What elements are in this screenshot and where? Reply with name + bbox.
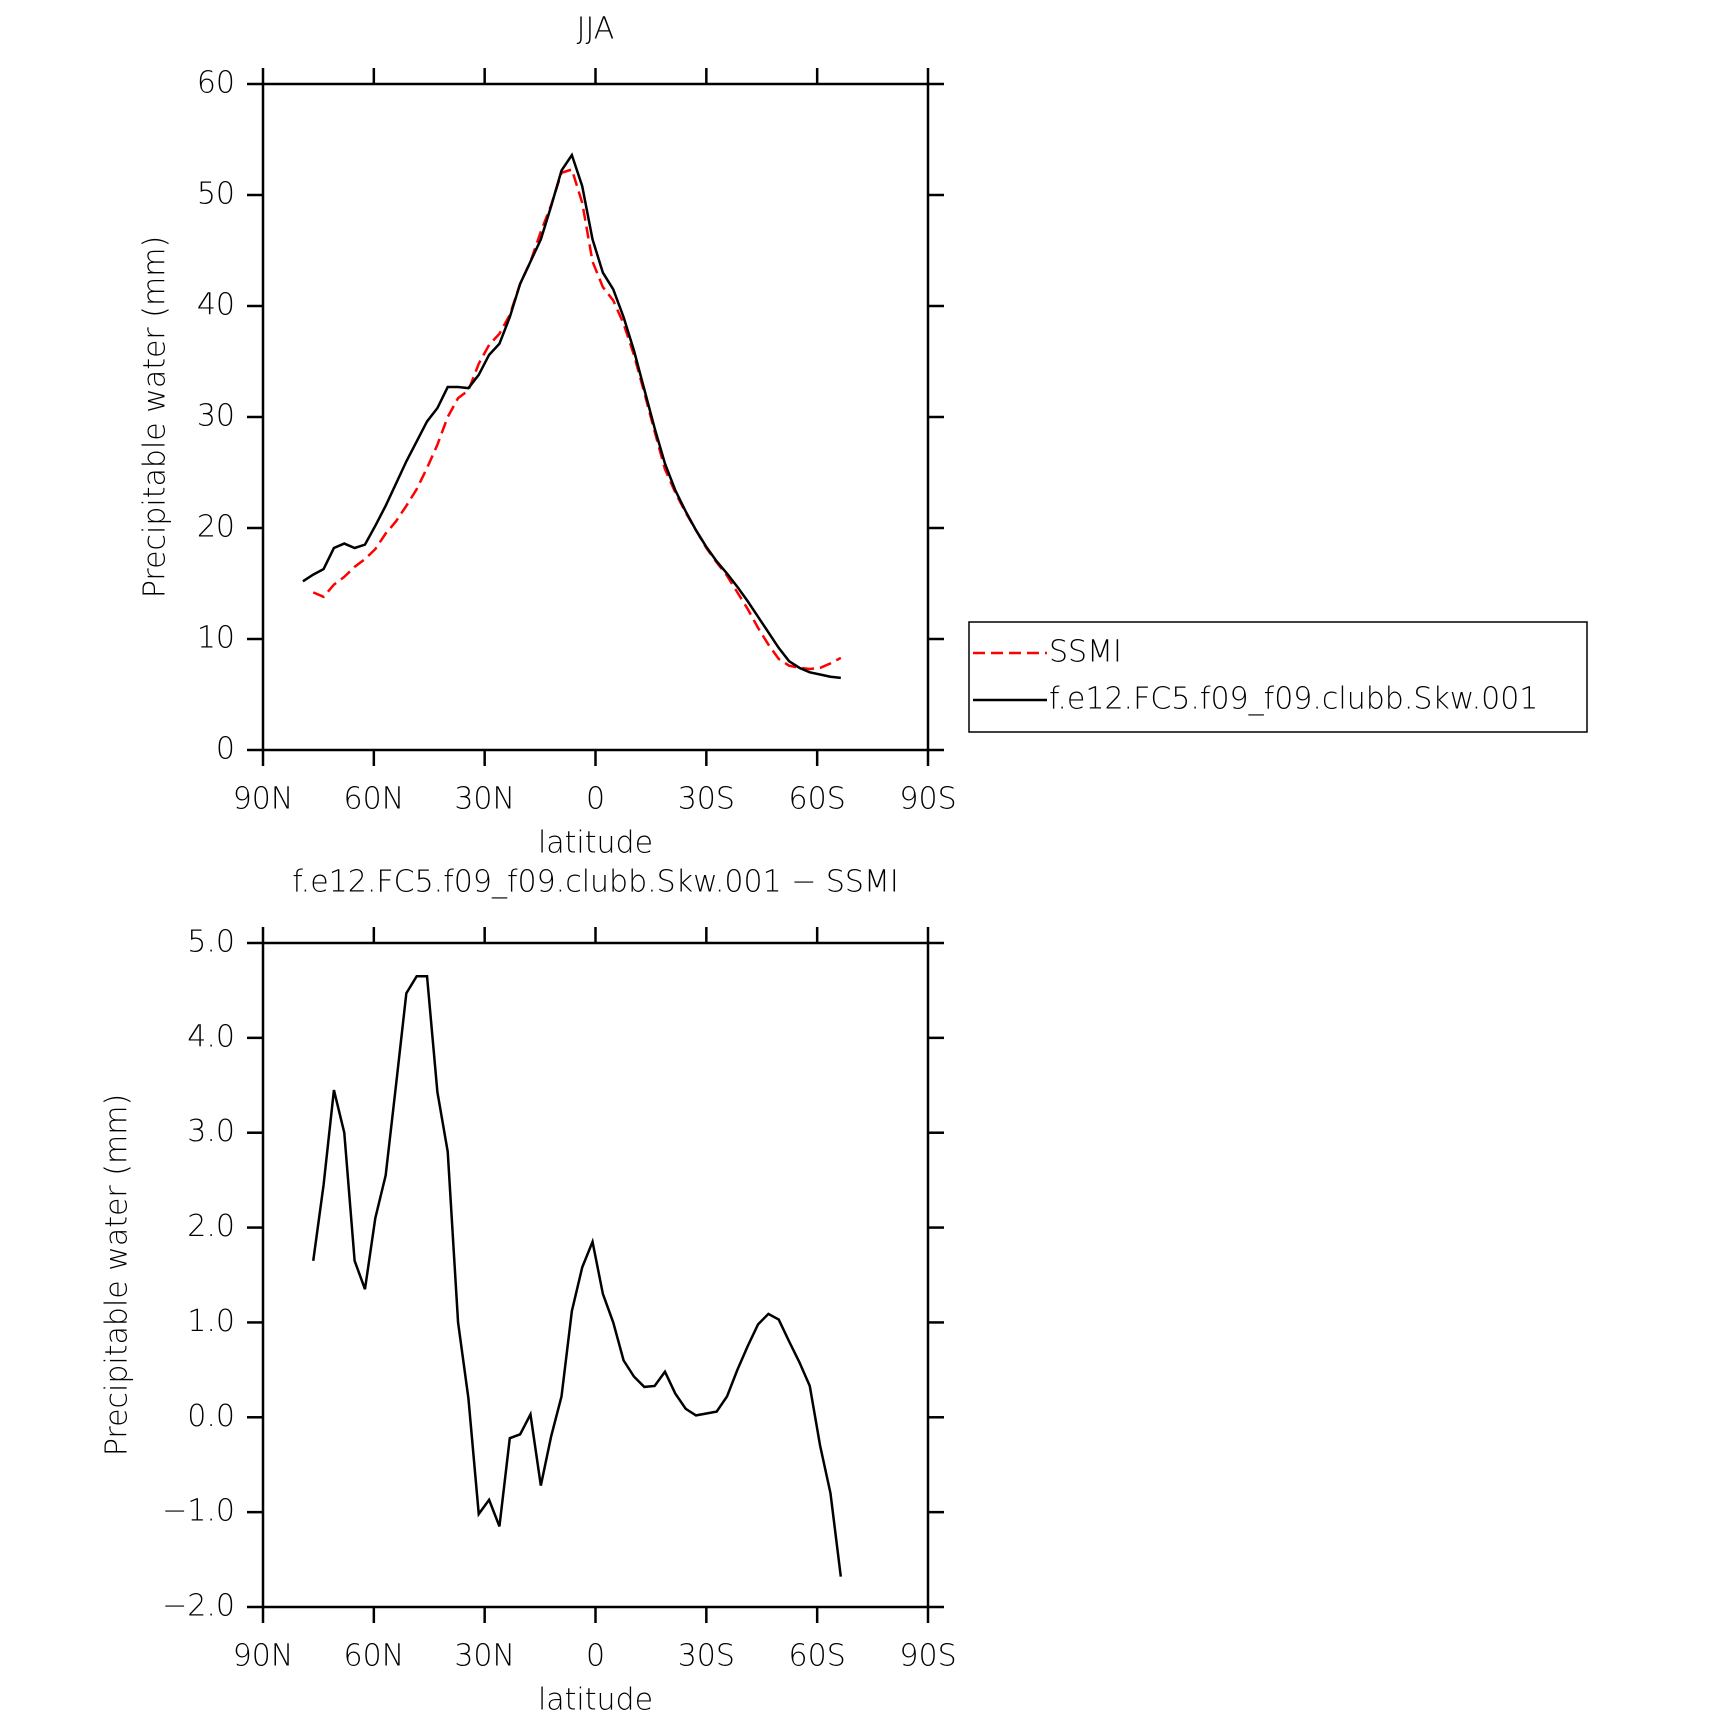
data-line [302,152,841,680]
y-tick-label: 5.0 [187,925,235,960]
y-tick-label: 30 [197,399,235,434]
x-axis-label: latitude [538,1683,653,1718]
x-axis-label: latitude [538,826,653,861]
y-tick-label: −2.0 [162,1589,235,1624]
plot-frame [261,82,930,752]
y-tick-label: 4.0 [187,1019,235,1054]
x-tick-label: 90N [233,1639,294,1674]
x-tick-label: 30S [678,1639,735,1674]
x-tick-label: 90S [899,782,956,817]
panel: JJA latitude Precipitable water (mm) 0 10 20 3… [138,12,1588,861]
plot-frame [261,941,930,1609]
y-tick-label: 1.0 [187,1304,235,1339]
y-axis-label: Precipitable water (mm) [100,1094,135,1456]
y-tick-label: 3.0 [187,1114,235,1149]
x-tick-label: 0 [586,782,605,817]
chart-title: JJA [577,12,615,47]
legend-label: SSMI [1049,635,1122,670]
y-tick-label: 10 [197,621,235,656]
x-tick-label: 30S [678,782,735,817]
y-axis-label: Precipitable water (mm) [138,236,173,598]
data-line [312,974,843,1577]
legend-box [968,621,1588,733]
y-tick-label: −1.0 [162,1494,235,1529]
chart-title: f.e12.FC5.f09_f09.clubb.Skw.001 − SSMI [292,865,898,900]
x-tick-label: 30N [454,1639,515,1674]
x-tick-label: 60S [789,1639,846,1674]
y-tick-label: 2.0 [187,1209,235,1244]
panel: f.e12.FC5.f09_f09.clubb.Skw.001 − SSMI la… [100,865,957,1718]
y-tick-label: 60 [197,66,235,101]
x-tick-label: 90S [899,1639,956,1674]
data-line [312,167,842,671]
x-tick-label: 0 [586,1639,605,1674]
y-tick-label: 0.0 [187,1399,235,1434]
y-tick-label: 50 [197,177,235,212]
x-tick-label: 30N [454,782,515,817]
y-tick-label: 40 [197,288,235,323]
y-tick-label: 0 [216,732,235,767]
x-tick-label: 60N [344,1639,405,1674]
x-tick-label: 90N [233,782,294,817]
x-tick-label: 60N [344,782,405,817]
legend-label: f.e12.FC5.f09_f09.clubb.Skw.001 [1049,682,1538,717]
y-tick-label: 20 [197,510,235,545]
x-tick-label: 60S [789,782,846,817]
